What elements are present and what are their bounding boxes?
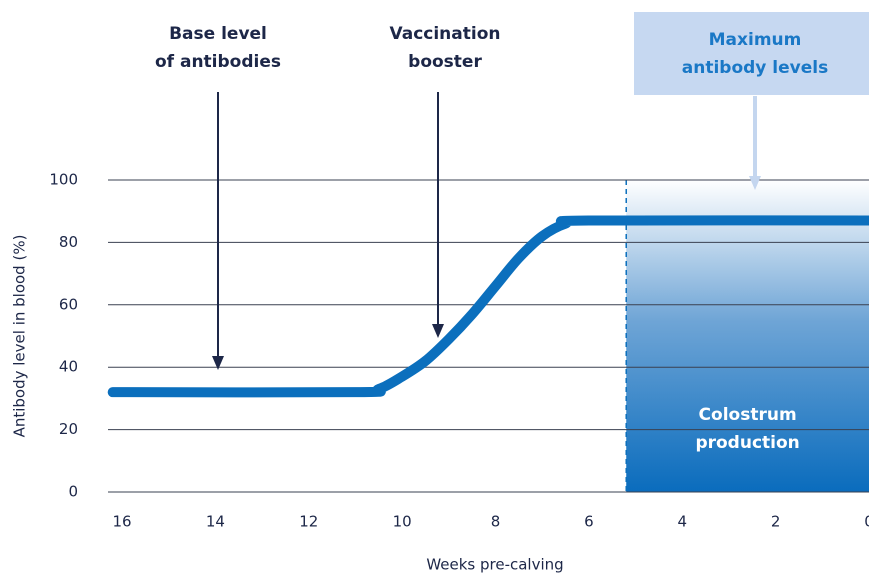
annotation-text: Vaccination [390,24,501,44]
annotation-text: Base level [169,24,267,44]
y-tick-label: 20 [59,420,78,438]
annotation-text: antibody levels [682,58,828,78]
x-tick-label: 8 [491,513,501,531]
region-label: Colostrum [699,405,797,425]
y-axis-label: Antibody level in blood (%) [11,235,29,438]
antibody-line [107,215,869,398]
annotation-text: booster [408,52,482,72]
x-tick-label: 12 [299,513,318,531]
y-tick-label: 80 [59,233,78,251]
colostrum-region [626,180,869,492]
y-tick-label: 0 [68,483,78,501]
x-tick-label: 16 [112,513,131,531]
x-tick-label: 0 [864,513,869,531]
x-tick-label: 6 [584,513,594,531]
y-tick-label: 100 [49,171,78,189]
x-tick-label: 4 [677,513,687,531]
annotation-box [634,12,869,95]
y-tick-label: 60 [59,295,78,313]
arrow-head [212,356,224,370]
region-label: production [695,433,799,453]
annotation-text: Maximum [709,30,802,50]
x-axis-label: Weeks pre-calving [426,556,563,574]
x-tick-label: 14 [206,513,225,531]
x-tick-label: 2 [771,513,781,531]
y-tick-label: 40 [59,358,78,376]
annotation-text: of antibodies [155,52,281,72]
arrow-head [432,324,444,338]
x-tick-label: 10 [393,513,412,531]
arrow-head [749,176,761,190]
